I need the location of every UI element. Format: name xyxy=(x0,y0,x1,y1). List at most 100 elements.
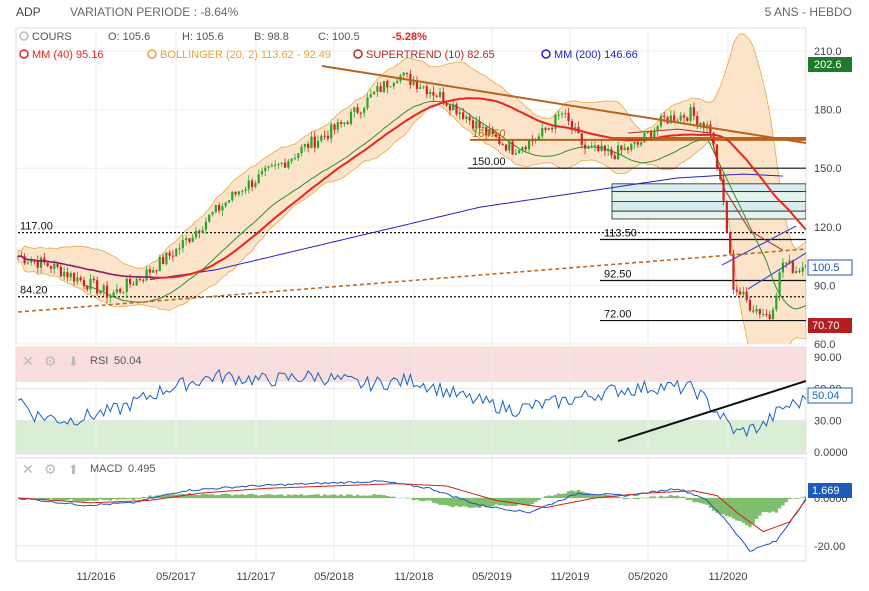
macd-bar xyxy=(557,493,561,498)
svg-text:50.04: 50.04 xyxy=(812,390,840,402)
macd-bar xyxy=(45,498,50,500)
macd-bar xyxy=(102,498,106,500)
candle-body xyxy=(23,256,26,264)
candle-body xyxy=(92,278,95,281)
candle-body xyxy=(488,129,491,136)
candle-body xyxy=(336,122,339,130)
macd-bar xyxy=(784,498,788,503)
macd-bar xyxy=(421,498,426,502)
macd-bar xyxy=(200,493,205,498)
macd-bar xyxy=(243,494,248,498)
candle-body xyxy=(692,107,695,116)
candle-body xyxy=(158,257,161,272)
macd-bar xyxy=(339,494,343,498)
close-icon[interactable]: ✕ xyxy=(22,461,34,477)
close-icon[interactable]: ✕ xyxy=(22,353,34,369)
candle-body xyxy=(587,146,590,149)
rsi-grid xyxy=(16,356,806,453)
macd-bar xyxy=(111,498,116,500)
candle-body xyxy=(138,278,142,280)
candle-body xyxy=(640,142,643,145)
macd-bar xyxy=(250,493,254,498)
candle-body xyxy=(673,115,676,122)
svg-text:SUPERTREND (10) 82.65: SUPERTREND (10) 82.65 xyxy=(366,49,495,61)
y-tick-label: 150.0 xyxy=(814,163,842,175)
macd-bar xyxy=(263,494,267,498)
gear-icon[interactable] xyxy=(353,49,363,59)
macd-bar xyxy=(675,495,680,498)
level-label: 150.00 xyxy=(472,156,506,168)
candle-body xyxy=(590,146,593,148)
candle-body xyxy=(313,136,316,148)
macd-bar xyxy=(75,498,80,502)
candle-body xyxy=(204,221,208,230)
macd-bar xyxy=(751,498,755,525)
gear-icon[interactable] xyxy=(19,31,29,41)
x-tick-label: 11/2017 xyxy=(237,571,276,583)
macd-line xyxy=(17,479,806,552)
candle-body xyxy=(161,257,165,264)
candle-body xyxy=(405,72,409,74)
macd-bar xyxy=(487,498,492,507)
gear-icon[interactable] xyxy=(541,49,551,59)
candle-body xyxy=(462,112,465,119)
macd-bar xyxy=(514,498,518,507)
candle-body xyxy=(415,81,419,89)
candle-body xyxy=(600,145,603,151)
svg-text:1.669: 1.669 xyxy=(812,485,840,497)
macd-bar xyxy=(280,494,284,498)
candle-body xyxy=(801,267,804,272)
macd-bar xyxy=(563,493,568,498)
period-label[interactable]: 5 ANS - HEBDO xyxy=(765,5,852,19)
candle-body xyxy=(455,104,458,115)
macd-bar xyxy=(415,498,419,500)
y-tick-label: -20.00 xyxy=(814,541,845,553)
macd-bar xyxy=(369,495,373,498)
candle-body xyxy=(653,130,656,139)
gear-icon[interactable]: ⚙ xyxy=(44,461,57,477)
level-label: 92.50 xyxy=(604,269,632,281)
gear-icon[interactable] xyxy=(147,49,157,59)
candle-body xyxy=(458,112,461,115)
macd-bar xyxy=(695,498,699,503)
y-tick-label: 180.0 xyxy=(814,105,842,117)
arrow-up-icon[interactable]: ⬆ xyxy=(68,462,79,477)
rsi-legend: ✕ ⚙ ⬇ RSI 50.04 xyxy=(22,353,142,369)
candle-body xyxy=(468,116,471,121)
candle-body xyxy=(185,238,188,241)
macd-bar xyxy=(224,493,228,498)
candle-body xyxy=(452,104,455,111)
macd-bar xyxy=(748,498,752,528)
candle-body xyxy=(396,80,399,83)
candle-body xyxy=(171,255,175,257)
candle-body xyxy=(702,122,705,129)
macd-bar xyxy=(42,498,47,500)
macd-bar xyxy=(98,498,103,500)
candle-body xyxy=(788,260,791,264)
candle-body xyxy=(346,122,349,125)
candle-body xyxy=(508,141,511,151)
gear-icon[interactable] xyxy=(19,49,29,59)
candle-body xyxy=(316,140,320,148)
candle-body xyxy=(353,107,356,112)
candle-body xyxy=(494,133,498,137)
candle-body xyxy=(211,212,214,215)
macd-bar xyxy=(474,498,478,508)
level-label: 84.20 xyxy=(20,285,48,297)
candle-body xyxy=(682,115,686,118)
candle-body xyxy=(89,278,92,290)
candle-body xyxy=(412,81,415,85)
macd-bar xyxy=(329,494,333,498)
candle-body xyxy=(287,161,290,168)
candle-body xyxy=(39,257,43,268)
x-tick-label: 11/2019 xyxy=(551,571,590,583)
gear-icon[interactable]: ⚙ xyxy=(44,353,57,369)
macd-bar xyxy=(652,496,657,498)
macd-panel xyxy=(15,457,807,562)
level-label: 113.50 xyxy=(604,227,637,239)
macd-bar xyxy=(428,498,432,501)
candle-body xyxy=(148,269,151,273)
arrow-down-icon[interactable]: ⬇ xyxy=(68,354,79,369)
candle-body xyxy=(264,167,267,172)
candle-body xyxy=(425,86,428,95)
